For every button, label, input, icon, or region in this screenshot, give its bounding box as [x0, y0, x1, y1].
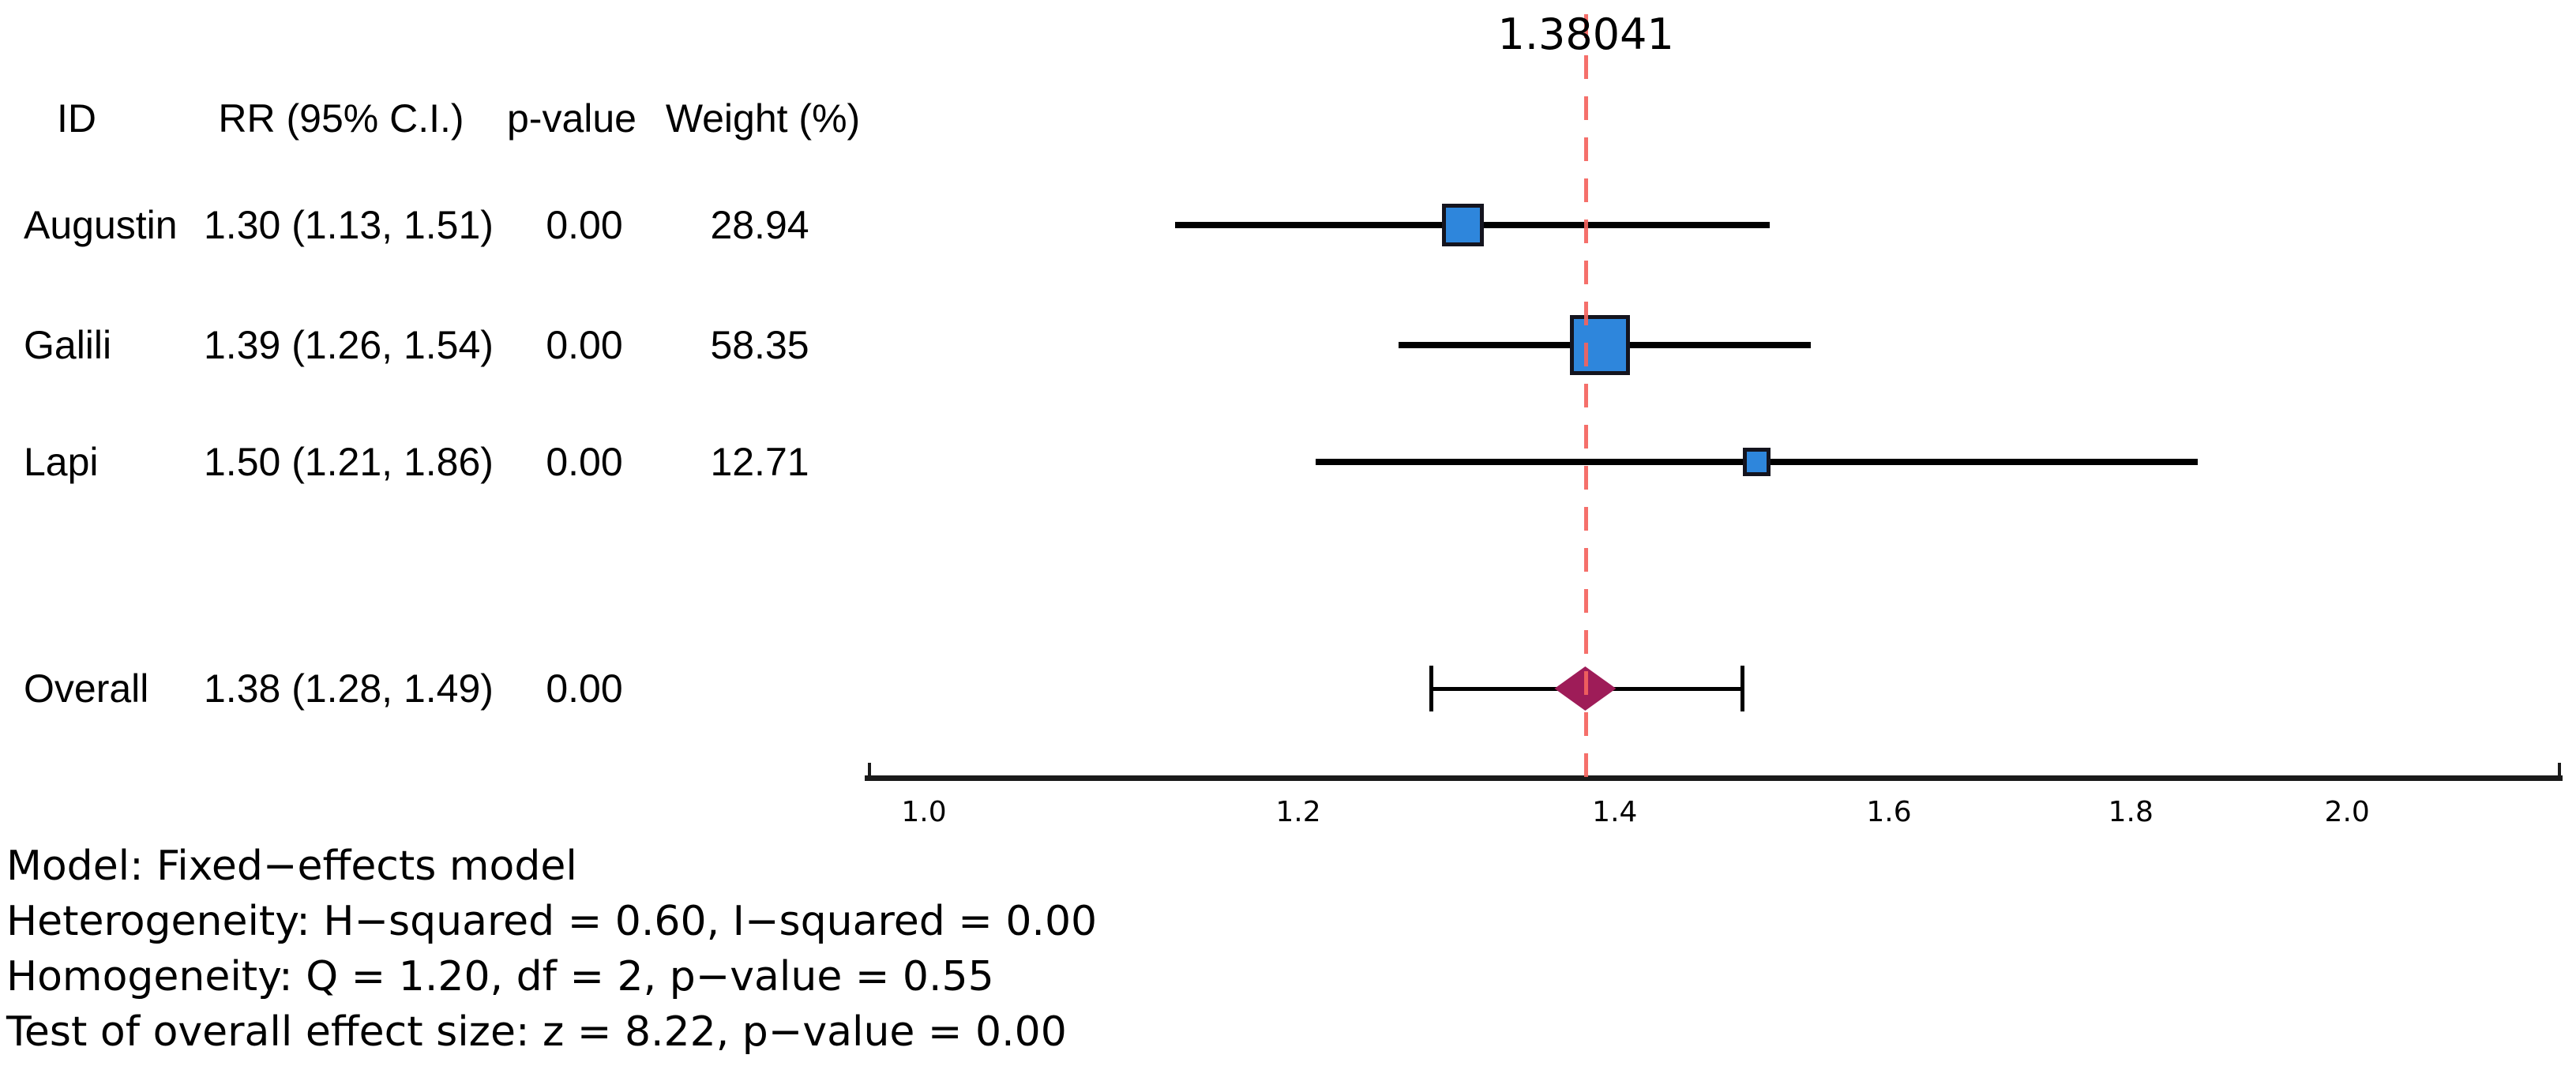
footnote-model: Model: Fixed−effects model — [6, 843, 577, 890]
footnote-overall-effect: Test of overall effect size: z = 8.22, p… — [6, 1008, 1067, 1056]
effect-size-label: 1.38041 — [1497, 9, 1674, 59]
study-marker-square — [1570, 315, 1630, 375]
overall-rr-ci: 1.38 (1.28, 1.49) — [204, 666, 494, 711]
model-footnotes: Model: Fixed−effects model Heterogeneity… — [6, 839, 1097, 1060]
column-header-weight: Weight (%) — [665, 96, 861, 141]
footnote-homogeneity: Homogeneity: Q = 1.20, df = 2, p−value =… — [6, 953, 994, 1000]
x-axis-end-tick — [868, 763, 871, 775]
study-p-value: 0.00 — [546, 440, 623, 484]
column-header-id: ID — [57, 96, 96, 141]
overall-p-value: 0.00 — [546, 666, 623, 711]
study-id: Galili — [24, 323, 112, 367]
x-axis-line — [865, 775, 2563, 781]
x-axis-tick-label: 2.0 — [2324, 796, 2370, 828]
x-axis-tick-label: 1.4 — [1592, 796, 1638, 828]
overall-label: Overall — [24, 666, 149, 711]
study-id: Lapi — [24, 440, 99, 484]
x-axis-end-tick — [2558, 763, 2561, 775]
overall-ci-cap — [1740, 666, 1744, 711]
study-id: Augustin — [24, 203, 178, 247]
x-axis-tick-label: 1.6 — [1866, 796, 1912, 828]
study-p-value: 0.00 — [546, 323, 623, 367]
x-axis-tick-label: 1.0 — [901, 796, 947, 828]
study-rr-ci: 1.30 (1.13, 1.51) — [204, 203, 494, 247]
study-p-value: 0.00 — [546, 203, 623, 247]
study-marker-square — [1441, 204, 1484, 246]
study-marker-square — [1742, 448, 1771, 476]
study-rr-ci: 1.39 (1.26, 1.54) — [204, 323, 494, 367]
study-weight: 28.94 — [710, 203, 809, 247]
column-header-p-value: p-value — [507, 96, 636, 141]
x-axis-tick-label: 1.8 — [2108, 796, 2154, 828]
footnote-heterogeneity: Heterogeneity: H−squared = 0.60, I−squar… — [6, 898, 1098, 945]
overall-ci-cap — [1429, 666, 1433, 711]
x-axis-tick-label: 1.2 — [1275, 796, 1321, 828]
column-header-rr-ci: RR (95% C.I.) — [218, 96, 464, 141]
study-weight: 58.35 — [710, 323, 809, 367]
effect-reference-line — [1583, 14, 1588, 778]
study-weight: 12.71 — [710, 440, 809, 484]
study-rr-ci: 1.50 (1.21, 1.86) — [204, 440, 494, 484]
